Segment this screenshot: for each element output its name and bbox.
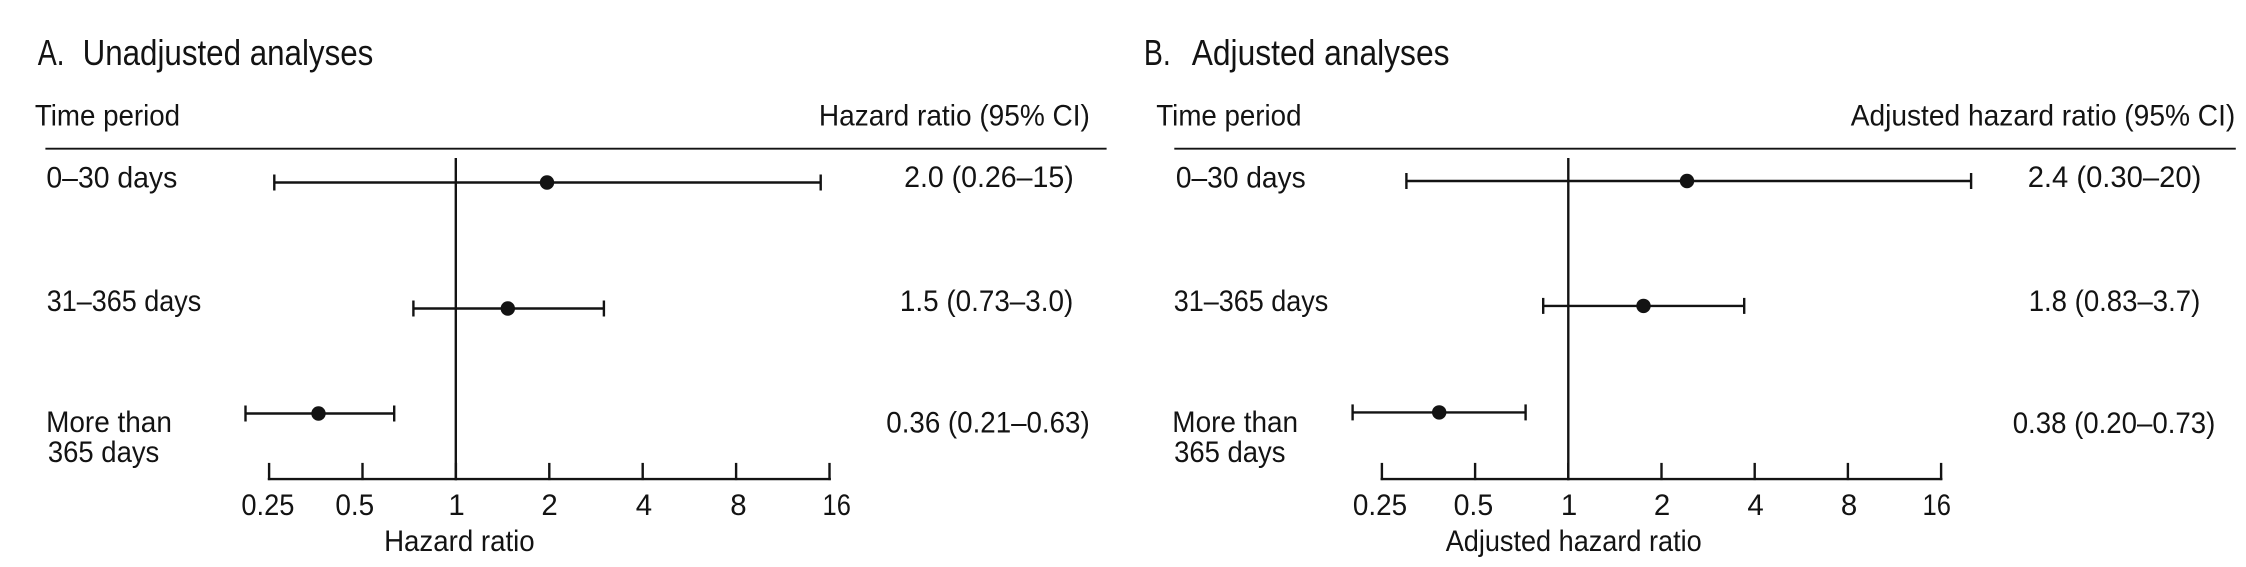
svg-text:0.5: 0.5 xyxy=(1454,489,1494,522)
svg-text:1.5 (0.73–3.0): 1.5 (0.73–3.0) xyxy=(900,285,1073,318)
svg-text:1: 1 xyxy=(1561,489,1577,522)
svg-text:0–30 days: 0–30 days xyxy=(1176,162,1306,195)
svg-text:Adjusted hazard ratio (95% CI): Adjusted hazard ratio (95% CI) xyxy=(1851,100,2236,133)
svg-text:0.38 (0.20–0.73): 0.38 (0.20–0.73) xyxy=(2013,407,2216,440)
svg-text:0.25: 0.25 xyxy=(241,489,294,522)
svg-text:B.: B. xyxy=(1144,32,1171,73)
svg-text:2.0 (0.26–15): 2.0 (0.26–15) xyxy=(904,161,1074,194)
svg-text:16: 16 xyxy=(823,489,851,522)
svg-text:0.5: 0.5 xyxy=(335,489,374,522)
svg-text:365 days: 365 days xyxy=(1174,436,1285,469)
svg-text:365 days: 365 days xyxy=(48,436,159,469)
svg-text:0.25: 0.25 xyxy=(1353,489,1407,522)
svg-text:Adjusted hazard ratio: Adjusted hazard ratio xyxy=(1446,525,1702,558)
svg-text:Hazard ratio: Hazard ratio xyxy=(384,525,535,558)
svg-text:A.: A. xyxy=(38,32,65,73)
svg-text:Hazard ratio (95% CI): Hazard ratio (95% CI) xyxy=(819,100,1090,133)
svg-text:2.4 (0.30–20): 2.4 (0.30–20) xyxy=(2028,161,2202,194)
svg-text:Time period: Time period xyxy=(1156,99,1301,132)
svg-text:8: 8 xyxy=(1841,489,1857,522)
svg-text:4: 4 xyxy=(636,489,652,522)
svg-text:31–365 days: 31–365 days xyxy=(47,285,202,318)
svg-text:8: 8 xyxy=(730,489,746,522)
svg-text:Time period: Time period xyxy=(35,99,180,132)
svg-text:Unadjusted analyses: Unadjusted analyses xyxy=(83,32,374,73)
svg-text:1: 1 xyxy=(448,489,464,522)
svg-text:2: 2 xyxy=(1654,489,1670,522)
svg-text:2: 2 xyxy=(541,489,557,522)
svg-text:More than: More than xyxy=(46,406,172,439)
svg-text:Adjusted analyses: Adjusted analyses xyxy=(1192,32,1450,73)
svg-text:0–30 days: 0–30 days xyxy=(46,162,177,195)
svg-text:More than: More than xyxy=(1172,406,1298,439)
svg-text:1.8 (0.83–3.7): 1.8 (0.83–3.7) xyxy=(2029,285,2201,318)
svg-text:4: 4 xyxy=(1747,489,1763,522)
svg-text:0.36 (0.21–0.63): 0.36 (0.21–0.63) xyxy=(886,407,1089,440)
svg-text:31–365 days: 31–365 days xyxy=(1174,285,1329,318)
svg-text:16: 16 xyxy=(1923,489,1951,522)
